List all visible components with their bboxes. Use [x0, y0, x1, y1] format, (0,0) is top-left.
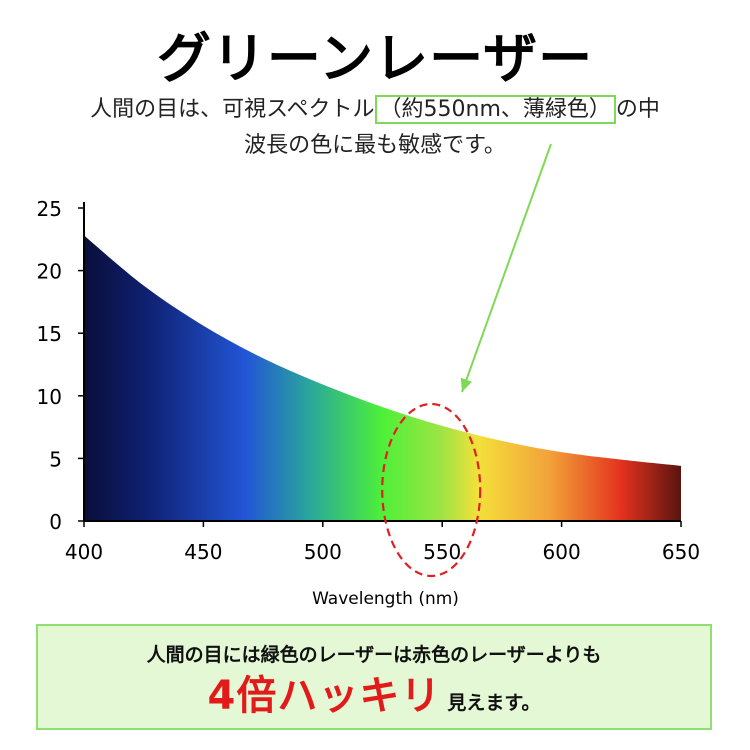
subtitle-line-2: 波長の色に最も敏感です。	[244, 133, 506, 158]
y-tick-label: 15	[37, 322, 62, 346]
subtitle-post: の中	[615, 97, 660, 122]
y-tick-label: 25	[37, 197, 62, 221]
highlight-ellipse	[381, 402, 482, 578]
callout-emphasis: 4倍ハッキリ	[207, 673, 442, 719]
x-tick-label: 400	[65, 540, 103, 564]
pointer-arrow-head	[460, 377, 473, 392]
subtitle: 人間の目は、可視スペクトル （約550nm、薄緑色） の中 波長の色に最も敏感です。	[0, 92, 750, 164]
pointer-arrow-line	[461, 143, 552, 393]
callout-tail: 見えます。	[447, 692, 541, 714]
x-tick-label: 500	[304, 540, 342, 564]
spectrum-area	[84, 235, 681, 521]
callout-line-1: 人間の目には緑色のレーザーは赤色のレーザーよりも	[146, 644, 602, 666]
x-tick-label: 650	[662, 540, 700, 564]
subtitle-pre: 人間の目は、可視スペクトル	[90, 97, 375, 122]
callout-box: 人間の目には緑色のレーザーは赤色のレーザーよりも 4倍ハッキリ 見えます。	[36, 624, 712, 730]
y-tick-label: 5	[49, 447, 62, 471]
callout-line-2: 4倍ハッキリ 見えます。	[38, 671, 710, 729]
y-tick-label: 10	[37, 385, 62, 409]
x-axis-label: Wavelength (nm)	[312, 589, 459, 609]
x-tick-label: 600	[543, 540, 581, 564]
subtitle-highlight-box: （約550nm、薄緑色）	[374, 95, 616, 124]
y-tick-label: 20	[37, 260, 62, 284]
x-tick-label: 450	[184, 540, 222, 564]
x-tick-label: 550	[423, 540, 461, 564]
y-tick-label: 0	[49, 510, 62, 534]
page-title: グリーンレーザー	[156, 27, 594, 90]
subtitle-line-1: 人間の目は、可視スペクトル （約550nm、薄緑色） の中	[0, 92, 750, 128]
